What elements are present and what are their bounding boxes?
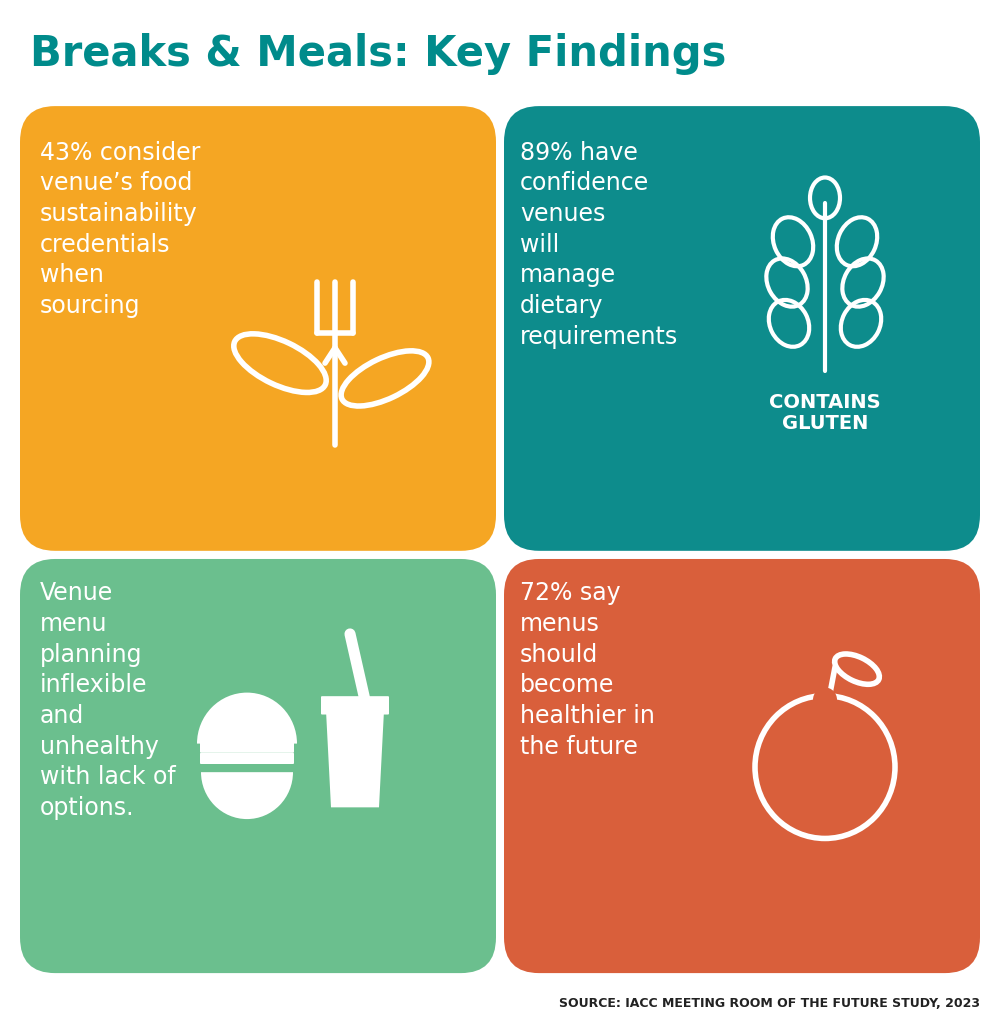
FancyBboxPatch shape: [504, 559, 980, 973]
FancyBboxPatch shape: [200, 732, 294, 743]
Text: CONTAINS
GLUTEN: CONTAINS GLUTEN: [769, 392, 881, 432]
Wedge shape: [201, 772, 293, 819]
Text: 72% say
menus
should
become
healthier in
the future: 72% say menus should become healthier in…: [520, 581, 655, 758]
Circle shape: [813, 688, 837, 712]
FancyBboxPatch shape: [504, 107, 980, 551]
Polygon shape: [326, 711, 384, 807]
FancyBboxPatch shape: [20, 559, 496, 973]
Wedge shape: [197, 693, 297, 744]
Text: 43% consider
venue’s food
sustainability
credentials
when
sourcing: 43% consider venue’s food sustainability…: [40, 141, 200, 318]
FancyBboxPatch shape: [321, 697, 389, 715]
Text: Venue
menu
planning
inflexible
and
unhealthy
with lack of
options.: Venue menu planning inflexible and unhea…: [40, 581, 176, 819]
FancyBboxPatch shape: [200, 753, 294, 764]
FancyBboxPatch shape: [20, 107, 496, 551]
FancyBboxPatch shape: [200, 742, 294, 753]
Text: Breaks & Meals: Key Findings: Breaks & Meals: Key Findings: [30, 33, 726, 74]
Text: SOURCE: IACC MEETING ROOM OF THE FUTURE STUDY, 2023: SOURCE: IACC MEETING ROOM OF THE FUTURE …: [559, 996, 980, 1009]
Text: 89% have
confidence
venues
will
manage
dietary
requirements: 89% have confidence venues will manage d…: [520, 141, 678, 348]
